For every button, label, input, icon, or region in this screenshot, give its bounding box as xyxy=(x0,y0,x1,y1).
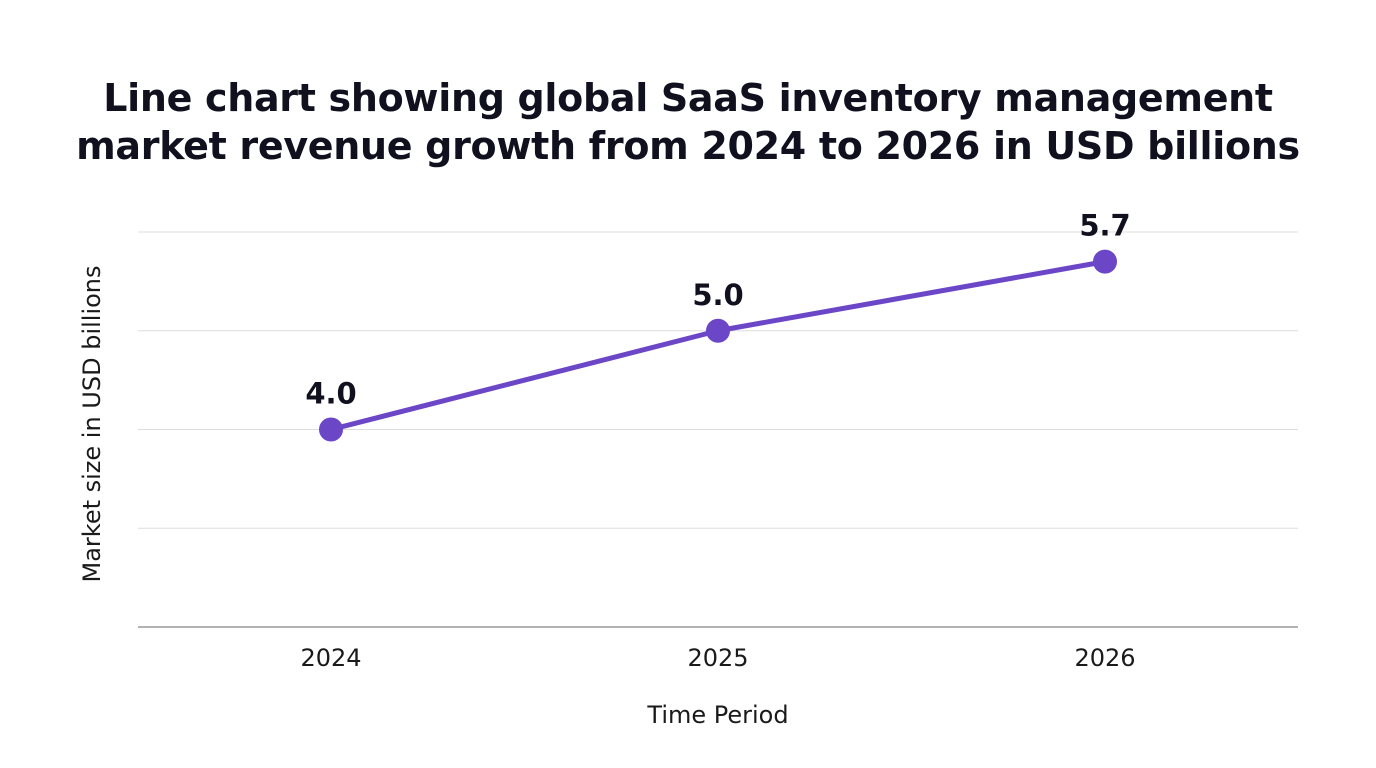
data-point xyxy=(1093,249,1117,274)
data-label: 4.0 xyxy=(305,377,356,411)
x-tick-label: 2025 xyxy=(687,644,748,672)
x-axis-title: Time Period xyxy=(646,701,788,729)
data-labels: 4.0 5.0 5.7 xyxy=(305,209,1130,411)
data-label: 5.7 xyxy=(1079,209,1130,243)
chart-title: Line chart showing global SaaS inventory… xyxy=(0,74,1376,170)
chart-title-line-1: Line chart showing global SaaS inventory… xyxy=(103,76,1273,120)
x-tick-labels: 2024 2025 2026 xyxy=(300,644,1135,672)
data-label: 5.0 xyxy=(692,278,743,312)
y-axis-title: Market size in USD billions xyxy=(78,265,106,582)
x-tick-label: 2024 xyxy=(300,644,361,672)
chart-title-line-2: market revenue growth from 2024 to 2026 … xyxy=(76,124,1300,168)
data-point xyxy=(706,318,730,343)
x-tick-label: 2026 xyxy=(1074,644,1135,672)
data-points xyxy=(319,249,1117,442)
data-point xyxy=(319,417,343,442)
